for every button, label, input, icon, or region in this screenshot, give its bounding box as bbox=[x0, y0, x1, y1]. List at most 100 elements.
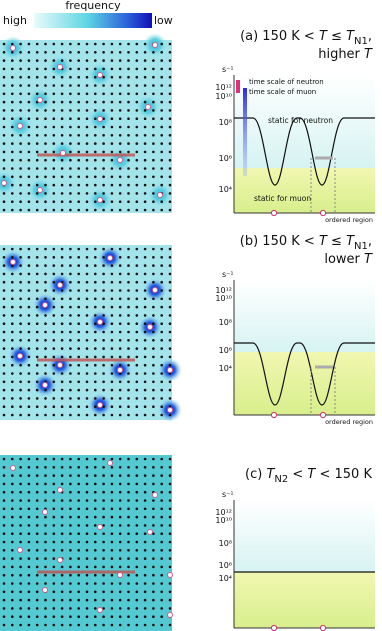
region-fast bbox=[234, 280, 375, 352]
lattice-dot bbox=[160, 264, 163, 267]
lattice-dot bbox=[152, 363, 155, 367]
lattice-dot bbox=[160, 42, 163, 46]
lattice-dot bbox=[85, 59, 89, 62]
lattice-dot bbox=[143, 183, 147, 187]
lattice-dot bbox=[110, 75, 114, 79]
lattice-dot bbox=[60, 59, 64, 62]
lattice-dot bbox=[60, 507, 64, 511]
lattice-dot bbox=[110, 200, 114, 203]
lattice-dot bbox=[35, 363, 39, 367]
lattice-dot bbox=[94, 615, 97, 618]
lattice-dot bbox=[127, 363, 130, 367]
lattice-dot bbox=[35, 457, 39, 461]
lattice-dot bbox=[110, 565, 114, 569]
lattice-dot bbox=[102, 322, 105, 326]
lattice-dot bbox=[69, 314, 72, 317]
lattice-dot bbox=[127, 175, 130, 179]
lattice-dot bbox=[77, 565, 80, 569]
lattice-dot bbox=[52, 175, 56, 179]
lattice-dot bbox=[160, 314, 163, 317]
lattice-dot bbox=[85, 255, 89, 259]
lattice-dot bbox=[110, 314, 114, 317]
lattice-dot bbox=[85, 388, 89, 392]
lattice-dot bbox=[27, 549, 31, 552]
lattice-dot bbox=[77, 582, 80, 585]
lattice-dot bbox=[102, 363, 105, 367]
lattice-dot bbox=[110, 280, 114, 284]
panel-title: (c) TN2 < T < 150 K bbox=[245, 467, 372, 485]
lattice-dot bbox=[44, 397, 47, 400]
lattice-dot bbox=[2, 158, 6, 162]
lattice-dot bbox=[127, 347, 130, 350]
lattice-dot bbox=[19, 607, 22, 610]
lattice-dot bbox=[94, 59, 97, 62]
lattice-dot bbox=[11, 515, 14, 519]
lattice-dot bbox=[52, 150, 56, 154]
lattice-dot bbox=[143, 150, 147, 154]
lattice-dot bbox=[102, 339, 105, 342]
lattice-dot bbox=[85, 372, 89, 375]
lattice-dot bbox=[143, 117, 147, 120]
lattice-dot bbox=[135, 125, 139, 129]
lattice-dot bbox=[168, 192, 172, 195]
lattice-dot bbox=[35, 280, 39, 284]
lattice-dot bbox=[118, 200, 122, 203]
lattice-dot bbox=[60, 264, 64, 267]
lattice-dot bbox=[118, 42, 122, 46]
lattice-dot bbox=[85, 380, 89, 384]
lattice-dot bbox=[94, 167, 97, 170]
lattice-dot bbox=[143, 109, 147, 112]
lattice-dot bbox=[135, 339, 139, 342]
lattice-dot bbox=[168, 590, 172, 594]
lattice-dot bbox=[35, 255, 39, 259]
lattice-dot bbox=[2, 524, 6, 527]
lattice-dot bbox=[152, 109, 155, 112]
lattice-dot bbox=[52, 314, 56, 317]
y-unit: s⁻¹ bbox=[222, 65, 234, 74]
lattice-dot bbox=[44, 532, 47, 535]
lattice-dot bbox=[118, 208, 122, 212]
lattice-dot bbox=[19, 339, 22, 342]
lattice-dot bbox=[118, 305, 122, 309]
title-part: lower bbox=[324, 252, 364, 267]
title-part: < 150 K bbox=[315, 467, 372, 482]
annotation: ordered region bbox=[325, 216, 373, 224]
lattice-dot bbox=[69, 125, 72, 129]
lattice-dot bbox=[11, 499, 14, 502]
lattice-dot bbox=[118, 557, 122, 560]
lattice-dot bbox=[110, 388, 114, 392]
lattice-dot bbox=[135, 289, 139, 292]
lattice-dot bbox=[168, 280, 172, 284]
lattice-dot bbox=[35, 264, 39, 267]
lattice-dot bbox=[94, 557, 97, 560]
lattice-dot bbox=[152, 355, 155, 359]
lattice-dot bbox=[19, 272, 22, 276]
lattice-dot bbox=[152, 255, 155, 259]
lattice-dot bbox=[168, 200, 172, 203]
title-part: N1 bbox=[354, 36, 368, 47]
lattice-dot bbox=[143, 466, 147, 469]
lattice-dot bbox=[69, 75, 72, 79]
lattice-dot bbox=[85, 474, 89, 477]
lattice-dot bbox=[52, 499, 56, 502]
lattice-dot bbox=[69, 280, 72, 284]
lattice-dot bbox=[160, 247, 163, 251]
lattice-dot bbox=[2, 549, 6, 552]
lattice-dot bbox=[135, 540, 139, 544]
lattice-dot bbox=[52, 598, 56, 602]
lattice-dot bbox=[160, 557, 163, 560]
lattice-dot bbox=[152, 59, 155, 62]
lattice-dot bbox=[102, 347, 105, 350]
lattice-dot bbox=[2, 582, 6, 585]
lattice-dot bbox=[143, 280, 147, 284]
lattice-dot bbox=[2, 507, 6, 511]
lattice-dot bbox=[11, 573, 14, 577]
lattice-dot bbox=[102, 255, 105, 259]
lattice-dot bbox=[19, 59, 22, 62]
lattice-dot bbox=[35, 540, 39, 544]
lattice-dot bbox=[69, 200, 72, 203]
lattice-dot bbox=[118, 247, 122, 251]
y-tick-label: 10⁴ bbox=[219, 574, 232, 583]
lattice-dot bbox=[143, 590, 147, 594]
lattice-dot bbox=[27, 607, 31, 610]
